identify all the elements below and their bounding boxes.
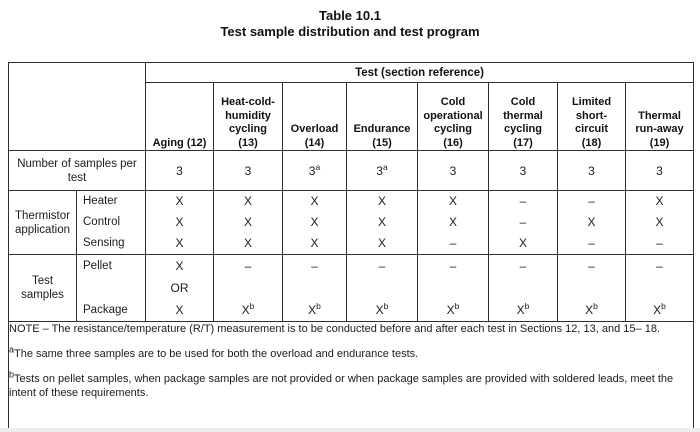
column-header-thermal-run-away: Thermal run-away (19) — [624, 82, 695, 151]
samples-value: 3 — [145, 150, 214, 191]
samples-value: 3 — [488, 150, 558, 191]
test-program-table: Test (section reference) Aging (12) Heat… — [7, 62, 695, 431]
column-header-cold-thermal-cycling: Cold thermal cycling (17) — [488, 82, 558, 151]
test-samples-values-cold-thermal: – Xb — [488, 254, 558, 322]
thermistor-values-cold-operational: X X – — [417, 190, 489, 255]
test-samples-label: Test samples — [8, 254, 77, 322]
row-label-control: Control — [83, 216, 121, 228]
column-header-cold-operational-cycling: Cold operational cycling (16) — [417, 82, 489, 151]
spacer — [78, 277, 145, 299]
thermistor-values-thermal-run-away: X X – — [624, 190, 695, 255]
row-label-sensing: Sensing — [83, 237, 125, 249]
notes-section: NOTE – The resistance/temperature (R/T) … — [7, 321, 695, 431]
samples-value: 3 — [417, 150, 489, 191]
test-samples-values-cold-operational: – Xb — [417, 254, 489, 322]
corner-cell — [8, 62, 146, 151]
thermistor-application-section: Thermistor application Heater Control Se… — [8, 190, 695, 255]
test-samples-values-aging: X OR X — [145, 254, 214, 322]
thermistor-application-label: Thermistor application — [8, 190, 77, 255]
column-header-heat-cold-humidity-cycling: Heat-cold- humidity cycling (13) — [213, 82, 283, 151]
column-header-overload: Overload (14) — [282, 82, 347, 151]
row-label-heater: Heater — [83, 195, 118, 207]
column-header-endurance: Endurance (15) — [346, 82, 418, 151]
samples-value: 3 — [624, 150, 695, 191]
samples-value: 3a — [346, 150, 418, 191]
notes-cell: NOTE – The resistance/temperature (R/T) … — [7, 321, 695, 431]
table-title: Table 10.1 Test sample distribution and … — [0, 8, 700, 40]
row-label-package: Package — [83, 304, 128, 316]
thermistor-values-cold-thermal: – – X — [488, 190, 558, 255]
note-general: NOTE – The resistance/temperature (R/T) … — [9, 323, 660, 335]
samples-value: 3 — [557, 150, 626, 191]
test-samples-sub-labels: Pellet Package — [76, 254, 146, 322]
or-text: OR — [170, 281, 189, 295]
test-section-reference-header: Test (section reference) — [144, 62, 695, 83]
thermistor-sub-labels: Heater Control Sensing — [76, 190, 146, 255]
thermistor-values-endurance: X X X — [346, 190, 418, 255]
note-b: bTests on pellet samples, when package s… — [9, 369, 674, 399]
samples-value: 3 — [213, 150, 283, 191]
thermistor-values-overload: X X X — [282, 190, 347, 255]
samples-per-test-row: Number of samples per test 3 3 3a 3a 3 3… — [8, 150, 695, 191]
column-header-limited-short-circuit: Limited short- circuit (18) — [557, 82, 626, 151]
test-samples-values-thermal-run-away: – Xb — [624, 254, 695, 322]
test-samples-values-heat-cold: – Xb — [213, 254, 283, 322]
table-caption: Test sample distribution and test progra… — [220, 24, 480, 39]
test-samples-section: Test samples Pellet Package X OR X – Xb … — [8, 254, 695, 322]
page-edge — [0, 428, 700, 432]
column-header-aging: Aging (12) — [145, 82, 214, 151]
thermistor-values-aging: X X X — [145, 190, 214, 255]
note-a: aThe same three samples are to be used f… — [9, 344, 419, 360]
samples-value: 3a — [282, 150, 347, 191]
table-number: Table 10.1 — [319, 8, 381, 23]
test-samples-values-endurance: – Xb — [346, 254, 418, 322]
test-samples-values-overload: – Xb — [282, 254, 347, 322]
thermistor-values-limited-short-circuit: – X – — [557, 190, 626, 255]
row-label-pellet: Pellet — [83, 260, 112, 272]
test-samples-values-limited-short-circuit: – Xb — [557, 254, 626, 322]
thermistor-values-heat-cold: X X X — [213, 190, 283, 255]
samples-per-test-label: Number of samples per test — [8, 150, 146, 191]
